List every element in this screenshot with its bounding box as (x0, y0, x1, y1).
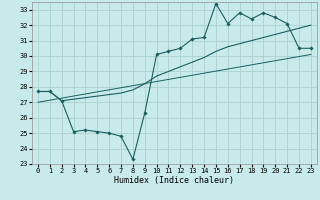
X-axis label: Humidex (Indice chaleur): Humidex (Indice chaleur) (115, 176, 234, 185)
